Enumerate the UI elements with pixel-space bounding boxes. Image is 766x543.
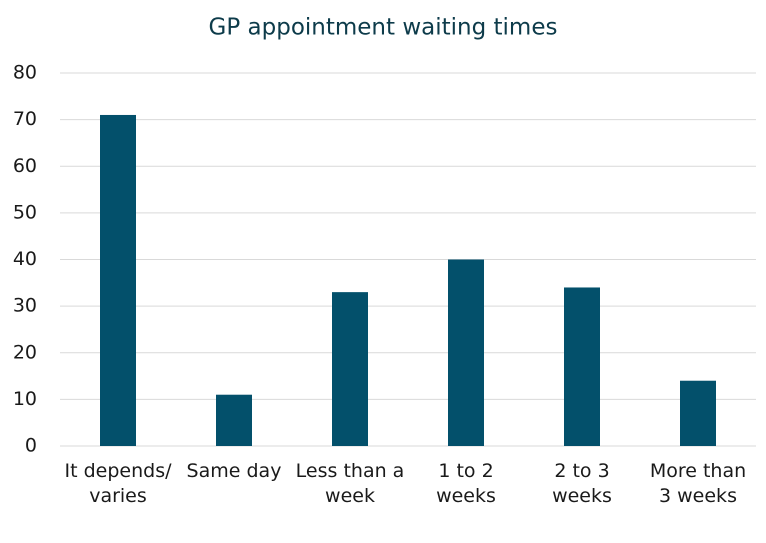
y-tick-label: 60 [13,155,37,177]
bar [216,394,252,446]
x-tick-label: 1 to 2 weeks [436,460,496,507]
bar [680,380,716,446]
chart-title: GP appointment waiting times [209,15,558,41]
y-tick-label: 10 [13,388,37,410]
x-tick-label: More than 3 weeks [649,460,747,507]
x-tick-label: 2 to 3 weeks [552,460,612,507]
bar [448,259,484,446]
x-tick-label: Same day [186,460,282,482]
x-tick-label: Less than a week [295,460,405,507]
y-tick-label: 80 [13,62,37,84]
y-tick-label: 30 [13,295,37,317]
x-tick-label: It depends/ varies [64,460,172,507]
bar [332,292,368,446]
y-tick-label: 0 [25,435,37,457]
bar [564,287,600,446]
y-tick-label: 50 [13,201,37,223]
y-tick-label: 70 [13,108,37,130]
y-tick-label: 40 [13,248,37,270]
bar [100,114,136,447]
y-tick-label: 20 [13,341,37,363]
